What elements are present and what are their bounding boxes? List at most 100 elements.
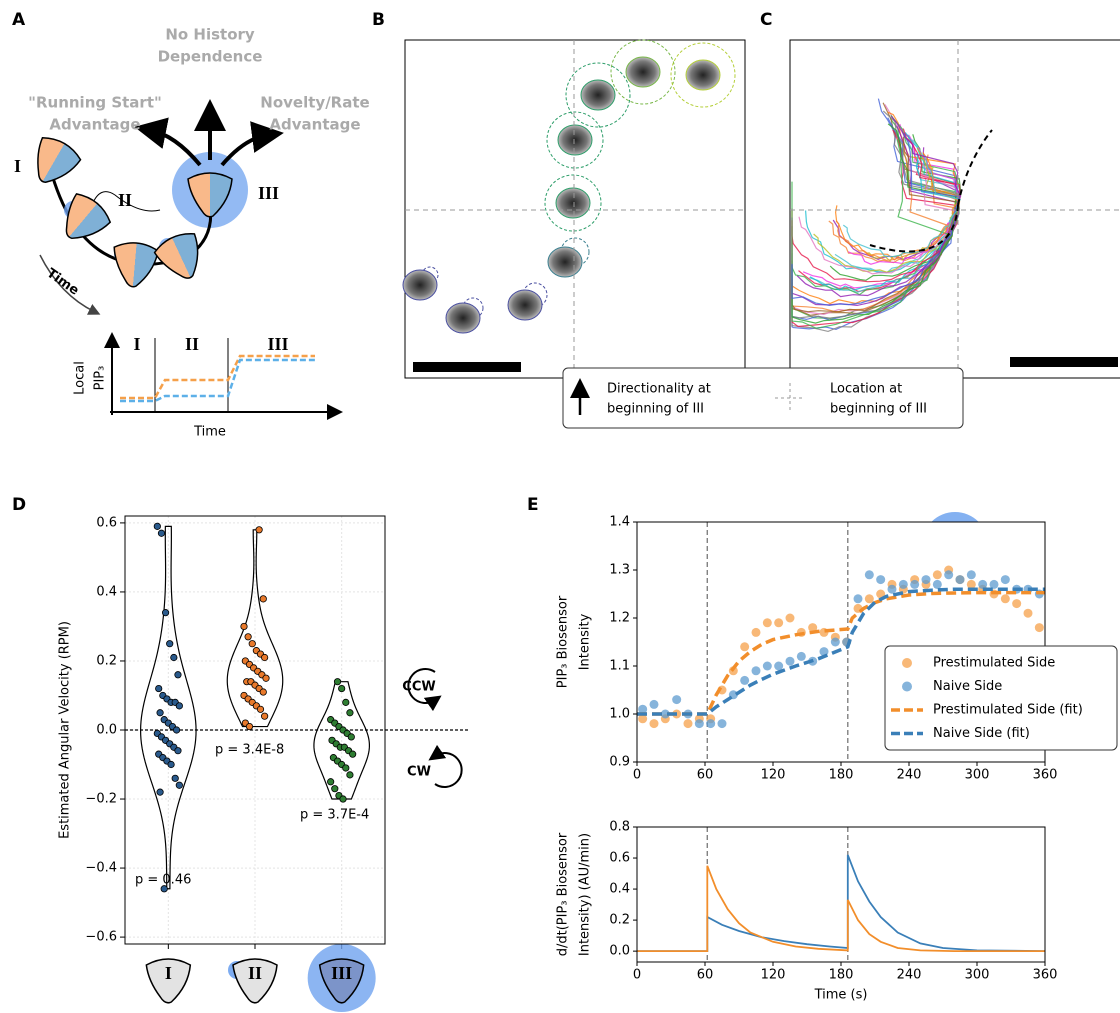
point [887,584,897,594]
legend-bc: Directionality at beginning of III Locat… [562,367,964,429]
point [1012,599,1022,609]
legend-text: Location at [830,382,902,397]
cell [65,193,112,240]
mean-track [869,204,959,253]
point [649,699,659,709]
plot-frame [124,515,386,945]
cell [37,136,82,184]
point [160,885,168,893]
cell-image [507,289,543,321]
point [171,774,179,782]
y-tick-label: 0.0 [96,723,117,738]
cell-image [625,56,661,88]
y-tick-label: 1.1 [609,659,630,674]
point [762,618,772,628]
point [175,781,183,789]
point [751,666,761,676]
stage-label: I [133,334,140,354]
arrow [134,117,202,167]
point [876,575,886,585]
outcome-label: Novelty/Rate [260,94,369,112]
line-chart: 0 60 120 180 240 300 360 0.9 1.0 1.1 1.2 1.3 1.4 PIP₃… [556,515,1118,783]
point [978,579,988,589]
point [966,570,976,580]
point [255,526,263,534]
y-tick-label: 0.4 [96,584,117,599]
tracking-circle [610,39,676,105]
track [791,139,951,329]
track [828,166,958,264]
cell-image [557,124,593,156]
annotation: p = 3.7E-4 [300,808,369,823]
tracking-circle [565,62,631,128]
point [808,623,818,633]
cell-image [685,59,721,91]
cell-image [580,79,616,111]
point [347,733,355,741]
mean-track [957,129,993,206]
x-tick-label: 60 [697,768,714,783]
point [660,709,670,719]
point [245,722,254,731]
point [339,795,347,803]
point [944,570,954,580]
legend-label: Prestimulated Side (fit) [933,703,1083,718]
cell-image [547,246,583,278]
y-tick-label: −0.6 [85,930,117,945]
scale-bar [1010,357,1118,367]
track [842,156,961,258]
stage-label: III [258,183,279,203]
panel-label: E [527,495,539,515]
cell [187,172,233,218]
axis-label: Local [73,361,88,395]
track [791,128,961,283]
legend-label: Prestimulated Side [933,656,1055,671]
point [240,622,248,631]
point [261,653,269,662]
point [248,640,256,648]
x-axis-label: Time (s) [814,988,868,1003]
series-line [637,865,1045,952]
point [864,594,874,604]
point [175,702,183,710]
legend-text: Directionality at [607,382,711,397]
point [921,575,931,585]
cell-icon [232,958,278,1004]
y-tick-label: 0.4 [609,882,630,897]
point [706,719,716,729]
point [966,579,976,589]
point [898,579,908,589]
point [932,579,942,589]
track [798,160,956,275]
point [774,618,784,628]
point [751,627,761,637]
x-tick-label: 120 [761,768,786,783]
time-label: Time [44,266,82,299]
legend-text: beginning of III [607,402,704,417]
plot-area [637,827,1045,962]
y-tick-label: 1.0 [609,707,630,722]
point [932,570,942,580]
point [261,712,269,720]
line-chart: 0 60 120 180 240 300 360 0.0 0.2 0.4 0.6 0.8 d/dt(PI… [556,820,1058,1003]
point [989,579,999,589]
violin-chart: −0.6−0.4−0.20.00.20.40.6I II IIIEstimated … [58,515,470,1012]
series-line [637,590,1045,716]
rotation-label: CCW [402,680,435,695]
point [785,656,795,666]
point [694,719,704,729]
scale-bar [413,362,521,372]
y-tick-label: 0.0 [609,944,630,959]
point [333,678,342,686]
cell-image [445,302,481,334]
point [649,719,659,729]
point [244,633,252,641]
track [791,136,959,313]
y-tick-label: 1.2 [609,611,630,626]
violin [226,529,284,728]
point [346,771,354,779]
bracket [91,191,161,212]
point [156,709,164,717]
track [791,98,960,331]
